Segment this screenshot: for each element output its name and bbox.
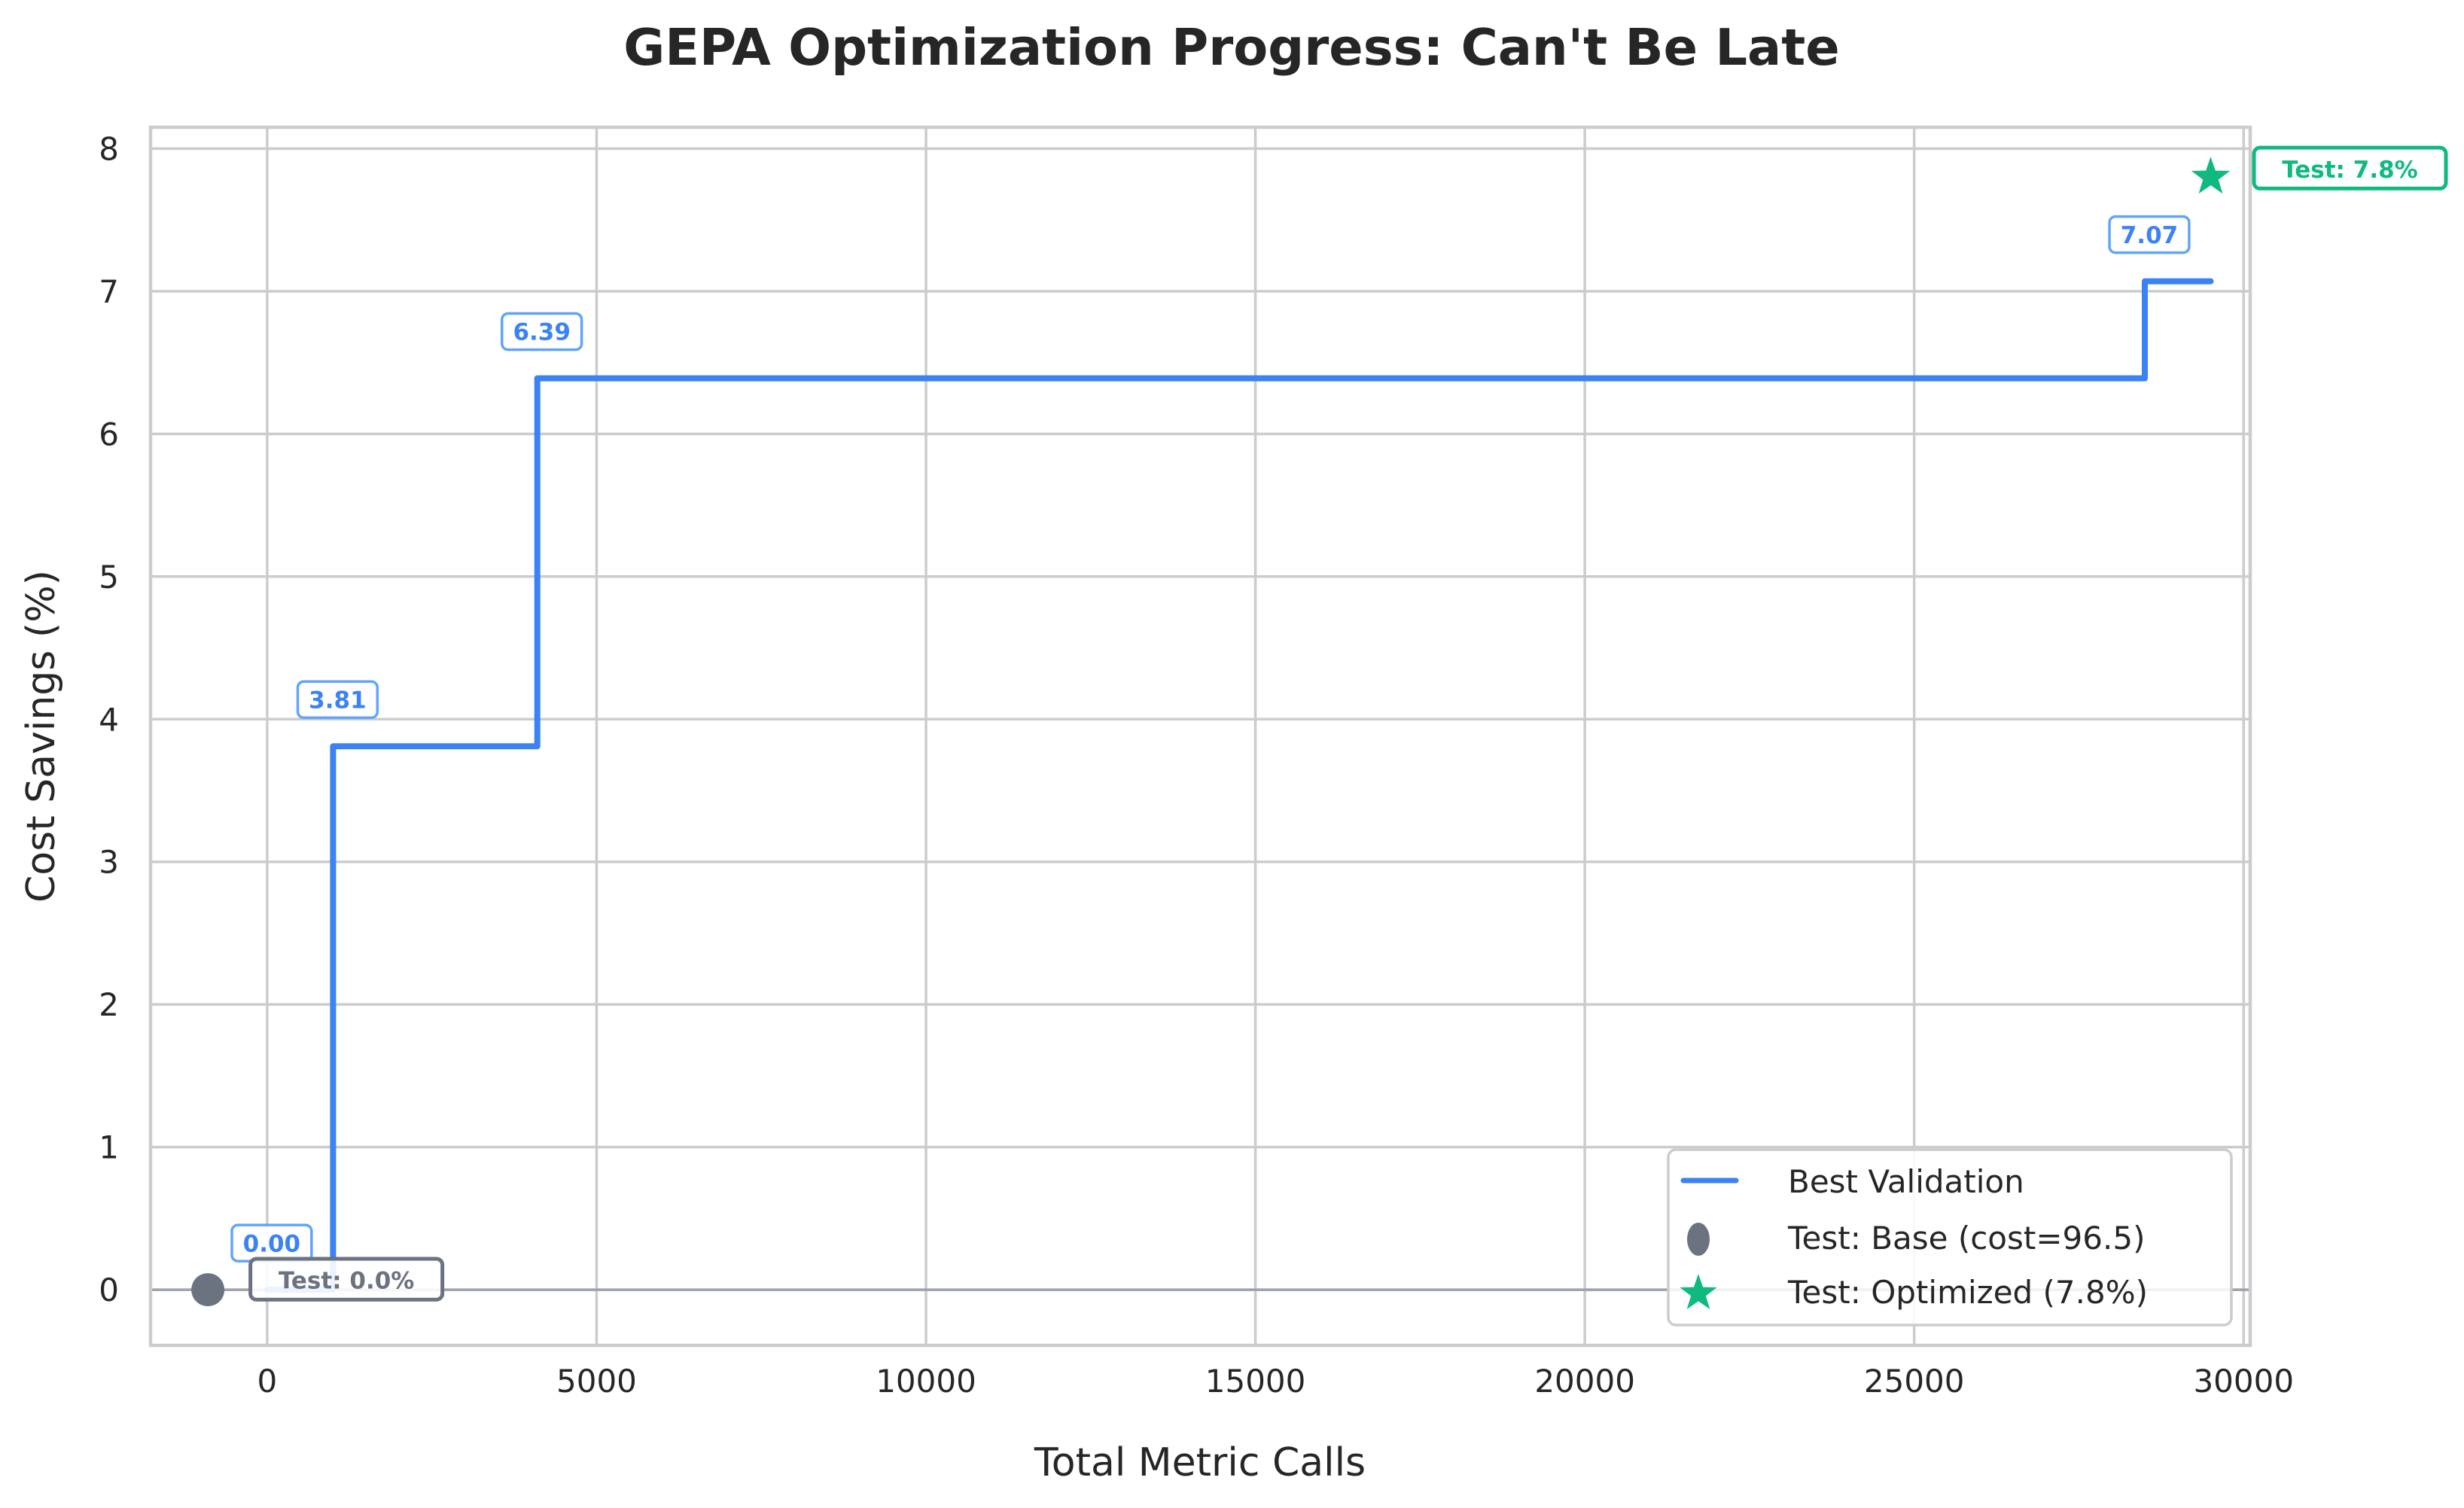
legend-box xyxy=(1667,1148,2233,1327)
test-base-label: Test: 0.0% xyxy=(248,1257,445,1302)
svg-text:0.00: 0.00 xyxy=(243,1230,301,1257)
plot-area xyxy=(191,157,2231,1307)
value-label: 3.81 xyxy=(296,680,379,720)
y-tick-label: 0 xyxy=(99,1272,119,1308)
grid-lines xyxy=(151,127,2250,1345)
svg-text:3.81: 3.81 xyxy=(309,687,367,714)
y-tick-label: 1 xyxy=(99,1129,119,1166)
svg-text:Test: 7.8%: Test: 7.8% xyxy=(2282,157,2418,184)
value-label: 7.07 xyxy=(2108,215,2191,254)
x-tick-label: 15000 xyxy=(1205,1363,1306,1400)
circle-icon xyxy=(1687,1223,1710,1256)
legend-label-test-base: Test: Base (cost=96.5) xyxy=(1787,1220,2145,1257)
y-axis-label: Cost Savings (%) xyxy=(19,570,64,903)
svg-text:Test: 0.0%: Test: 0.0% xyxy=(279,1268,415,1295)
annotations: 0.00 3.81 6.39 7.07 Test: 0.0% Test: 7.8% xyxy=(230,145,2448,1302)
y-tick-label: 2 xyxy=(99,986,119,1023)
y-tick-label: 6 xyxy=(99,416,119,452)
y-tick-label: 8 xyxy=(99,130,119,167)
x-tick-label: 30000 xyxy=(2193,1363,2294,1400)
x-tick-label: 10000 xyxy=(876,1363,976,1400)
value-label: 6.39 xyxy=(501,312,583,352)
y-tick-label: 4 xyxy=(99,701,119,738)
x-tick-label: 25000 xyxy=(1864,1363,1965,1400)
plot-frame xyxy=(148,125,2252,1348)
y-tick-label: 3 xyxy=(99,844,119,881)
y-tick-label: 5 xyxy=(99,559,119,596)
legend: Best Validation Test: Base (cost=96.5) T… xyxy=(1667,1148,2233,1327)
svg-text:6.39: 6.39 xyxy=(513,319,571,346)
y-axis-ticks: 0 1 2 3 4 5 6 7 8 xyxy=(99,130,119,1308)
star-icon xyxy=(1680,1274,1717,1309)
x-axis-label: Total Metric Calls xyxy=(1034,1440,1366,1485)
value-label: 0.00 xyxy=(230,1223,313,1263)
y-tick-label: 7 xyxy=(99,273,119,310)
x-tick-label: 20000 xyxy=(1534,1363,1635,1400)
svg-text:7.07: 7.07 xyxy=(2121,222,2179,249)
chart-title: GEPA Optimization Progress: Can't Be Lat… xyxy=(623,18,1840,77)
x-tick-label: 5000 xyxy=(556,1363,637,1400)
best-validation-line xyxy=(263,278,2214,1293)
test-optimized-marker xyxy=(2191,157,2231,194)
legend-label-test-optimized: Test: Optimized (7.8%) xyxy=(1787,1274,2148,1311)
x-axis-ticks: 0 5000 10000 15000 20000 25000 30000 xyxy=(257,1363,2295,1400)
legend-label-best-validation: Best Validation xyxy=(1788,1163,2024,1200)
x-tick-label: 0 xyxy=(257,1363,278,1400)
test-optimized-label: Test: 7.8% xyxy=(2252,145,2448,190)
test-base-marker xyxy=(191,1273,225,1307)
